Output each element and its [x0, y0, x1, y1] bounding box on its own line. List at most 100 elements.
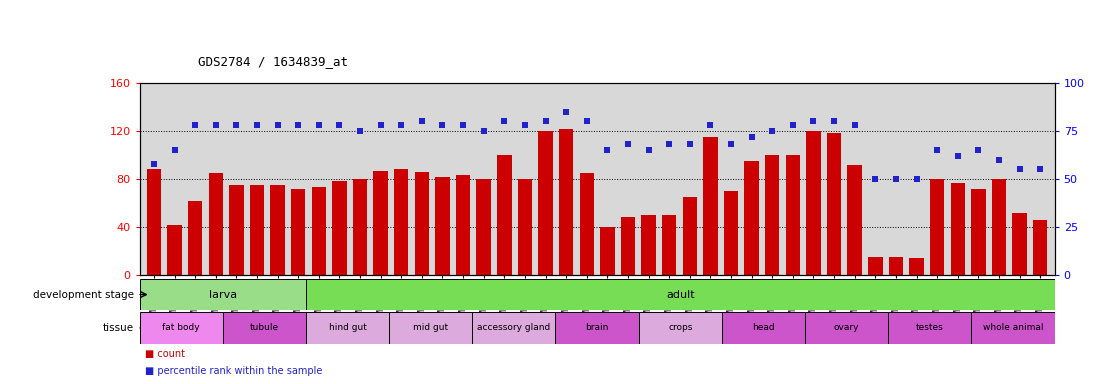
Point: [619, 141, 637, 147]
Point: [783, 122, 801, 128]
Point: [949, 153, 966, 159]
Point: [866, 176, 884, 182]
Point: [825, 118, 843, 124]
Point: [722, 141, 740, 147]
Point: [763, 128, 781, 134]
Point: [805, 118, 822, 124]
Bar: [724, 191, 739, 275]
Text: brain: brain: [586, 323, 608, 333]
Text: fat body: fat body: [162, 323, 200, 333]
Bar: [472, 312, 556, 344]
Bar: [868, 257, 883, 275]
Bar: [638, 312, 722, 344]
Bar: [187, 200, 202, 275]
Text: whole animal: whole animal: [983, 323, 1043, 333]
Bar: [167, 225, 182, 275]
Bar: [847, 164, 862, 275]
Bar: [722, 312, 805, 344]
Bar: [1033, 220, 1048, 275]
Point: [186, 122, 204, 128]
Point: [496, 118, 513, 124]
Bar: [766, 155, 779, 275]
Text: ovary: ovary: [834, 323, 859, 333]
Point: [454, 122, 472, 128]
Text: tissue: tissue: [103, 323, 134, 333]
Bar: [229, 185, 243, 275]
Text: larva: larva: [209, 290, 237, 300]
Point: [907, 176, 925, 182]
Point: [661, 141, 679, 147]
Bar: [556, 312, 638, 344]
Bar: [455, 175, 470, 275]
Point: [413, 118, 431, 124]
Point: [330, 122, 348, 128]
Bar: [415, 172, 429, 275]
Bar: [662, 215, 676, 275]
Point: [846, 122, 864, 128]
Text: adult: adult: [666, 290, 694, 300]
Bar: [270, 185, 285, 275]
Point: [702, 122, 720, 128]
Point: [310, 122, 328, 128]
Bar: [291, 189, 306, 275]
Text: mid gut: mid gut: [413, 323, 449, 333]
Bar: [951, 182, 965, 275]
Bar: [353, 179, 367, 275]
Bar: [140, 312, 223, 344]
Bar: [600, 227, 615, 275]
Bar: [992, 179, 1007, 275]
Bar: [971, 312, 1055, 344]
Text: crops: crops: [668, 323, 692, 333]
Point: [578, 118, 596, 124]
Text: tubule: tubule: [250, 323, 279, 333]
Bar: [374, 170, 388, 275]
Point: [248, 122, 266, 128]
Bar: [620, 217, 635, 275]
Bar: [1012, 213, 1027, 275]
Bar: [389, 312, 472, 344]
Point: [887, 176, 905, 182]
Point: [206, 122, 224, 128]
Text: accessory gland: accessory gland: [478, 323, 550, 333]
Point: [433, 122, 451, 128]
Bar: [538, 131, 552, 275]
Bar: [394, 169, 408, 275]
Point: [598, 147, 616, 153]
Text: ■ count: ■ count: [145, 349, 185, 359]
Text: hind gut: hind gut: [328, 323, 366, 333]
Bar: [910, 258, 924, 275]
Bar: [971, 189, 985, 275]
Point: [990, 157, 1008, 163]
Bar: [250, 185, 264, 275]
Bar: [497, 155, 511, 275]
Point: [474, 128, 492, 134]
Point: [269, 122, 287, 128]
Bar: [888, 312, 971, 344]
Bar: [888, 257, 903, 275]
Point: [228, 122, 246, 128]
Point: [372, 122, 389, 128]
Point: [537, 118, 555, 124]
Bar: [806, 131, 820, 275]
Point: [289, 122, 307, 128]
Bar: [683, 197, 698, 275]
Point: [970, 147, 988, 153]
Bar: [306, 312, 389, 344]
Bar: [518, 179, 532, 275]
Point: [1031, 166, 1049, 172]
Point: [681, 141, 699, 147]
Bar: [477, 179, 491, 275]
Bar: [140, 279, 306, 310]
Bar: [146, 169, 161, 275]
Bar: [703, 137, 718, 275]
Bar: [744, 161, 759, 275]
Point: [145, 161, 163, 167]
Bar: [306, 279, 1055, 310]
Text: GDS2784 / 1634839_at: GDS2784 / 1634839_at: [199, 55, 348, 68]
Text: testes: testes: [916, 323, 944, 333]
Point: [743, 134, 761, 140]
Bar: [805, 312, 888, 344]
Point: [557, 109, 575, 115]
Point: [516, 122, 533, 128]
Point: [639, 147, 657, 153]
